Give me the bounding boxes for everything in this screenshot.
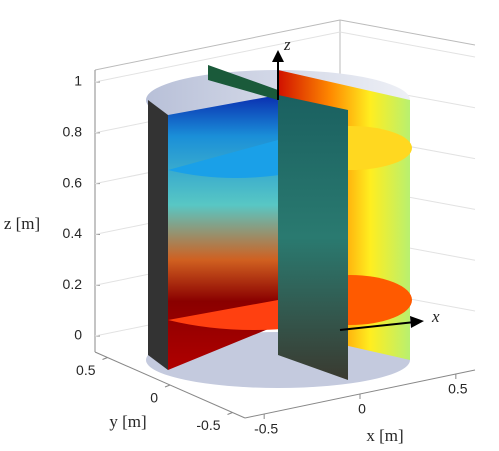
y-tick (164, 384, 171, 388)
grid-line (339, 31, 476, 58)
z-tick-label: 0.6 (63, 174, 83, 190)
z-tick-label: 0.4 (63, 225, 83, 241)
y-tick-label: 0 (150, 390, 158, 406)
box-edge (94, 19, 341, 71)
z-tick-label: 1 (74, 73, 82, 89)
y-tick-label: -0.5 (196, 417, 220, 433)
x-axis-label: x [m] (366, 426, 403, 445)
left-edge (148, 100, 168, 370)
box-edge (339, 19, 476, 46)
x-tick-label: 0 (358, 401, 366, 417)
z-tick-label: 0.2 (63, 276, 83, 292)
side-slab (278, 95, 348, 380)
grid-line (94, 31, 341, 83)
y-tick (102, 357, 108, 360)
x-tick-label: 0.5 (448, 381, 468, 397)
x-arrow-head (410, 316, 424, 328)
y-axis-label: y [m] (109, 412, 146, 431)
z-tick-label: 0.8 (63, 124, 83, 140)
annotation: z (283, 35, 291, 54)
annotation: x (431, 307, 440, 326)
z-tick-label: 0 (74, 327, 82, 343)
y-tick-label: 0.5 (76, 362, 96, 378)
z-arrow-head (272, 50, 284, 62)
x-arrow (339, 321, 416, 331)
cylinder (146, 50, 424, 388)
y-tick (227, 412, 233, 415)
z-axis-label: z [m] (4, 214, 40, 233)
x-tick-label: -0.5 (254, 421, 278, 437)
back-slab (208, 65, 278, 100)
